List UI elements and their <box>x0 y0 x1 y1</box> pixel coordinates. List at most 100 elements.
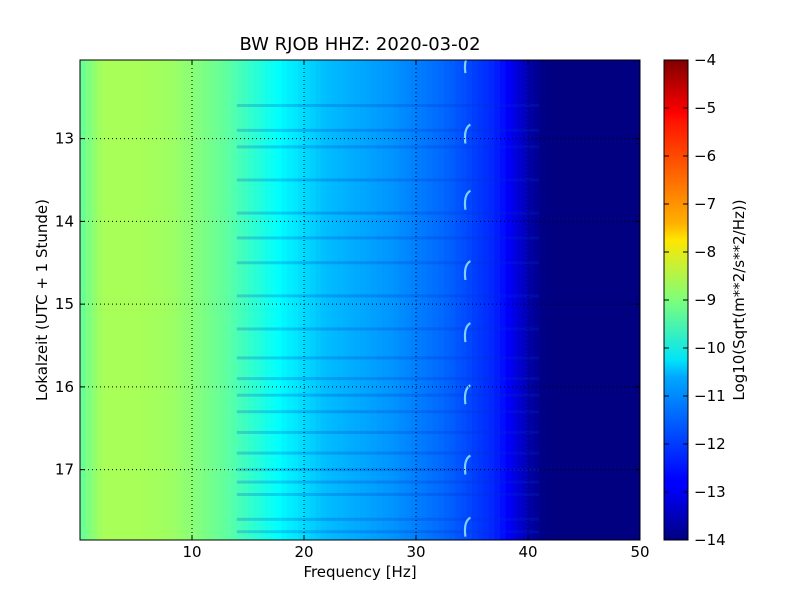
heatmap-column <box>634 60 640 540</box>
heatmap-column <box>147 60 154 540</box>
y-axis-ticks: 13 14 15 16 17 <box>55 130 640 479</box>
y-axis-label: Lokalzeit (UTC + 1 Stunde) <box>33 199 51 401</box>
heatmap-column <box>309 60 316 540</box>
heatmap-column <box>466 60 473 540</box>
band-streak <box>236 393 540 397</box>
heatmap-column <box>572 60 579 540</box>
band-streak <box>236 236 540 240</box>
heatmap-column <box>169 60 176 540</box>
heatmap-column <box>544 60 551 540</box>
heatmap-column <box>500 60 506 540</box>
transient-event-mark <box>463 384 472 405</box>
heatmap-column <box>253 60 260 540</box>
band-streak <box>236 211 540 215</box>
transient-event-mark <box>463 322 472 343</box>
heatmap-column <box>460 60 467 540</box>
heatmap-column <box>432 60 439 540</box>
band-streak <box>236 530 540 534</box>
chart-title: BW RJOB HHZ: 2020-03-02 <box>239 34 480 55</box>
heatmap-column <box>393 60 400 540</box>
colorbar-label: Log10(Sqrt(m**2/s**2/Hz)) <box>730 199 748 400</box>
band-streak <box>236 128 540 132</box>
heatmap-column <box>578 60 585 540</box>
transient-event-mark <box>463 123 472 144</box>
heatmap-column <box>248 60 254 540</box>
band-streak <box>236 145 540 149</box>
heatmap-column <box>472 60 478 540</box>
time-bands <box>236 104 540 534</box>
plot-frame <box>79 59 641 541</box>
colorbar-tick-label: −10 <box>694 339 726 357</box>
heatmap-column <box>292 60 299 540</box>
x-axis-ticks: 10 20 30 40 50 <box>182 60 650 561</box>
heatmap-column <box>203 60 210 540</box>
heatmap-column <box>96 60 103 540</box>
transient-event-mark <box>463 454 472 475</box>
heatmap-column <box>376 60 383 540</box>
heatmap-column <box>483 60 490 540</box>
heatmap-column <box>85 60 92 540</box>
heatmap-column <box>416 60 422 540</box>
heatmap-column <box>617 60 624 540</box>
heatmap-column <box>276 60 282 540</box>
y-tick-label: 14 <box>55 212 74 230</box>
colorbar-tick-label: −9 <box>694 291 716 309</box>
heatmap-column <box>399 60 406 540</box>
heatmap-column <box>91 60 98 540</box>
heatmap-column <box>371 60 378 540</box>
heatmap-column <box>130 60 137 540</box>
heatmap-column <box>270 60 277 540</box>
x-axis-label: Frequency [Hz] <box>303 563 416 581</box>
band-streak <box>236 377 540 381</box>
heatmap-column <box>158 60 165 540</box>
heatmap-column <box>152 60 159 540</box>
heatmap-column <box>516 60 523 540</box>
heatmap-column <box>505 60 512 540</box>
colorbar-tick-label: −14 <box>694 531 726 549</box>
x-tick-label: 50 <box>630 543 649 561</box>
heatmap-column <box>600 60 607 540</box>
heatmap-column <box>337 60 344 540</box>
heatmap-column <box>320 60 327 540</box>
heatmap-column <box>421 60 428 540</box>
heatmap-column <box>236 60 243 540</box>
heatmap-column <box>259 60 266 540</box>
band-streak <box>236 480 540 484</box>
heatmap-column <box>136 60 142 540</box>
colorbar-tick-label: −11 <box>694 387 726 405</box>
heatmap-column <box>382 60 389 540</box>
heatmap-column <box>612 60 618 540</box>
band-streak <box>236 104 540 108</box>
heatmap-column <box>556 60 562 540</box>
heatmap-column <box>561 60 568 540</box>
band-streak <box>236 410 540 414</box>
colorbar-tick-label: −12 <box>694 435 726 453</box>
x-tick-label: 30 <box>406 543 425 561</box>
heatmap-column <box>488 60 495 540</box>
heatmap-column <box>119 60 126 540</box>
x-tick-label: 10 <box>182 543 201 561</box>
heatmap-column <box>141 60 148 540</box>
heatmap-column <box>343 60 350 540</box>
heatmap-column <box>304 60 310 540</box>
heatmap-column <box>404 60 411 540</box>
grid-lines <box>80 60 640 540</box>
band-streak <box>236 178 540 182</box>
heatmap-column <box>315 60 322 540</box>
band-streak <box>236 327 540 331</box>
x-tick-label: 40 <box>518 543 537 561</box>
transient-events <box>463 60 472 537</box>
heatmap-column <box>102 60 109 540</box>
heatmap-column <box>192 60 198 540</box>
y-tick-label: 15 <box>55 295 74 313</box>
heatmap-column <box>231 60 238 540</box>
colorbar-tick-label: −13 <box>694 483 726 501</box>
heatmap-column <box>220 60 226 540</box>
heatmap-column <box>164 60 170 540</box>
heatmap-column <box>124 60 131 540</box>
heatmap-column <box>264 60 271 540</box>
heatmap-column <box>180 60 187 540</box>
heatmap-column <box>214 60 221 540</box>
colorbar-tick-label: −8 <box>694 243 716 261</box>
